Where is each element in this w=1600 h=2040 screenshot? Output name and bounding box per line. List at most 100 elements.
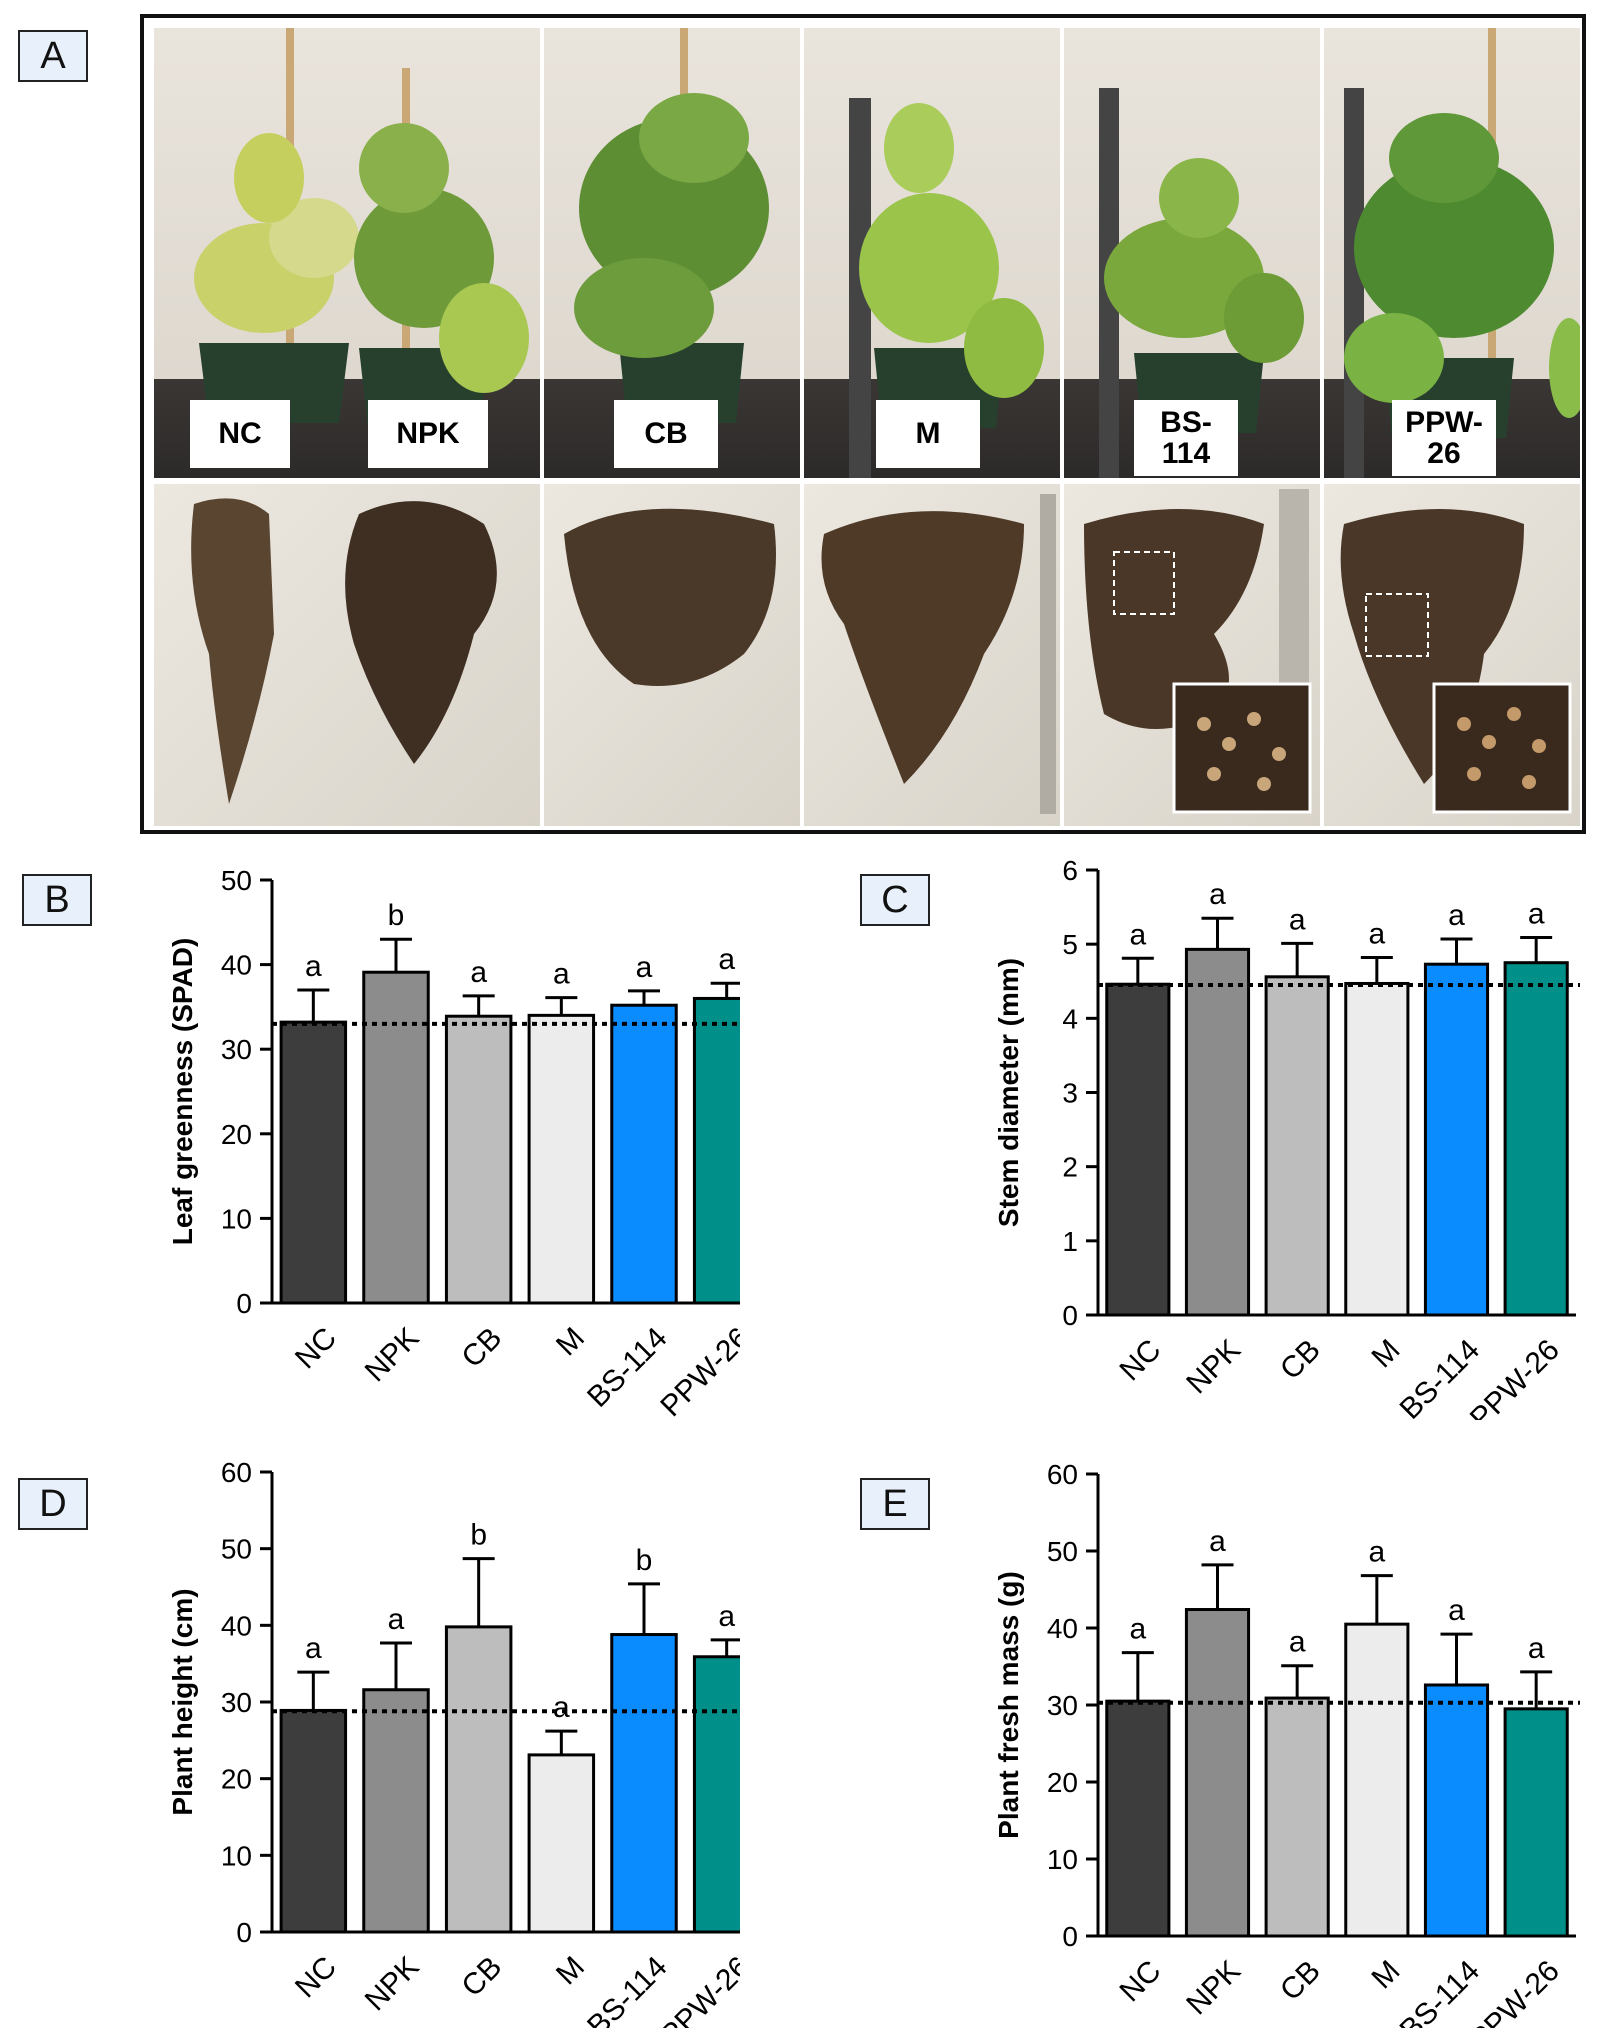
plant-illustration: [849, 98, 1044, 478]
x-tick-label: PPW-26: [1464, 1333, 1566, 1420]
y-tick-label: 20: [221, 1764, 252, 1795]
x-tick-label: NC: [1114, 1954, 1168, 2008]
significance-letter: a: [1368, 918, 1385, 951]
y-tick-label: 10: [221, 1840, 252, 1871]
bar: [444, 1625, 513, 1934]
x-tick-label: CB: [456, 1321, 509, 1374]
root-illustration: [1340, 509, 1572, 814]
root-photo-bs114: [1064, 484, 1320, 826]
root-photo-cb: [544, 484, 800, 826]
y-tick-label: 30: [221, 1687, 252, 1718]
significance-letter: a: [1129, 1613, 1146, 1646]
y-tick-label: 5: [1062, 929, 1078, 960]
bar: [279, 1708, 348, 1934]
y-tick-label: 60: [1047, 1459, 1078, 1490]
bar: [1503, 961, 1569, 1317]
significance-letter: a: [305, 950, 322, 983]
bar: [692, 996, 740, 1305]
panel-label-a: A: [18, 30, 88, 82]
bar: [692, 1655, 740, 1934]
photo-panel: NC NPK CB M BS- 114 PPW- 26: [140, 14, 1586, 834]
y-tick-label: 50: [1047, 1536, 1078, 1567]
x-tick-label: CB: [456, 1950, 509, 2003]
x-tick-label: NPK: [1180, 1954, 1247, 2021]
x-tick-label: M: [550, 1950, 591, 1991]
bar: [610, 1633, 678, 1934]
y-axis-label: Stem diameter (mm): [993, 958, 1024, 1227]
x-tick-label: BS-114: [581, 1950, 674, 2028]
x-tick-label: NPK: [359, 1950, 426, 2017]
significance-letter: a: [1129, 918, 1146, 951]
significance-letter: a: [553, 1691, 570, 1724]
panel-label-b: B: [22, 874, 92, 926]
treatment-label-m: M: [876, 400, 980, 468]
y-tick-label: 10: [1047, 1844, 1078, 1875]
bar: [1105, 1699, 1171, 1938]
significance-letter: a: [636, 951, 653, 984]
bar: [1423, 962, 1490, 1317]
y-tick-label: 0: [1062, 1921, 1078, 1952]
bar: [1344, 981, 1410, 1317]
root-illustration: [1084, 489, 1312, 814]
treatment-label-nc: NC: [190, 400, 290, 468]
root-photo-m: [804, 484, 1060, 826]
y-tick-label: 0: [1062, 1300, 1078, 1331]
x-tick-label: NPK: [359, 1321, 426, 1388]
significance-letter: a: [1209, 878, 1226, 911]
x-tick-label: M: [1365, 1954, 1406, 1995]
bar: [1423, 1683, 1490, 1938]
y-tick-label: 30: [221, 1034, 252, 1065]
y-tick-label: 50: [221, 1534, 252, 1565]
panel-label-e: E: [860, 1478, 930, 1530]
significance-letter: b: [470, 1519, 487, 1552]
plant-illustration: [194, 28, 529, 428]
y-tick-label: 40: [221, 950, 252, 981]
bar: [362, 970, 430, 1305]
root-photo-nc-npk: [154, 484, 540, 826]
y-tick-label: 60: [221, 1457, 252, 1488]
significance-letter: a: [1368, 1536, 1385, 1569]
y-tick-label: 40: [1047, 1613, 1078, 1644]
significance-letter: a: [1209, 1525, 1226, 1558]
significance-letter: a: [718, 1600, 735, 1633]
x-tick-label: M: [550, 1321, 591, 1362]
x-tick-label: PPW-26: [654, 1321, 740, 1420]
root-illustration: [564, 508, 776, 686]
x-tick-label: NC: [289, 1321, 343, 1375]
y-tick-label: 0: [236, 1917, 252, 1948]
bar: [1264, 1696, 1330, 1938]
chart-leaf-greenness: 01020304050aNCbNPKaCBaMaBS-114aPPW-26Lea…: [167, 865, 740, 1420]
treatment-label-bs114: BS- 114: [1134, 400, 1238, 476]
x-tick-label: NC: [289, 1950, 343, 2004]
root-illustration: [821, 494, 1056, 814]
y-axis-label: Plant fresh mass (g): [993, 1571, 1024, 1839]
significance-letter: a: [1528, 897, 1545, 930]
y-tick-label: 10: [221, 1203, 252, 1234]
panel-label-c: C: [860, 874, 930, 926]
treatment-label-cb: CB: [614, 400, 718, 468]
significance-letter: a: [388, 1603, 405, 1636]
significance-letter: a: [553, 958, 570, 991]
treatment-label-ppw26: PPW- 26: [1392, 400, 1496, 476]
significance-letter: a: [1289, 1626, 1306, 1659]
significance-letter: b: [388, 899, 405, 932]
bar: [1105, 982, 1171, 1317]
y-tick-label: 4: [1062, 1003, 1078, 1034]
x-tick-label: NPK: [1180, 1333, 1247, 1400]
treatment-label-npk: NPK: [368, 400, 488, 468]
x-tick-label: M: [1365, 1333, 1406, 1374]
y-tick-label: 40: [221, 1610, 252, 1641]
bar: [1184, 947, 1251, 1317]
significance-letter: a: [1448, 1594, 1465, 1627]
significance-letter: a: [1448, 899, 1465, 932]
bar: [527, 1013, 596, 1305]
bar: [1344, 1622, 1410, 1938]
bar: [610, 1003, 678, 1305]
significance-letter: a: [1289, 903, 1306, 936]
significance-letter: a: [470, 956, 487, 989]
bar: [527, 1753, 596, 1934]
y-tick-label: 20: [221, 1119, 252, 1150]
bar: [362, 1688, 430, 1934]
bar: [279, 1020, 348, 1305]
